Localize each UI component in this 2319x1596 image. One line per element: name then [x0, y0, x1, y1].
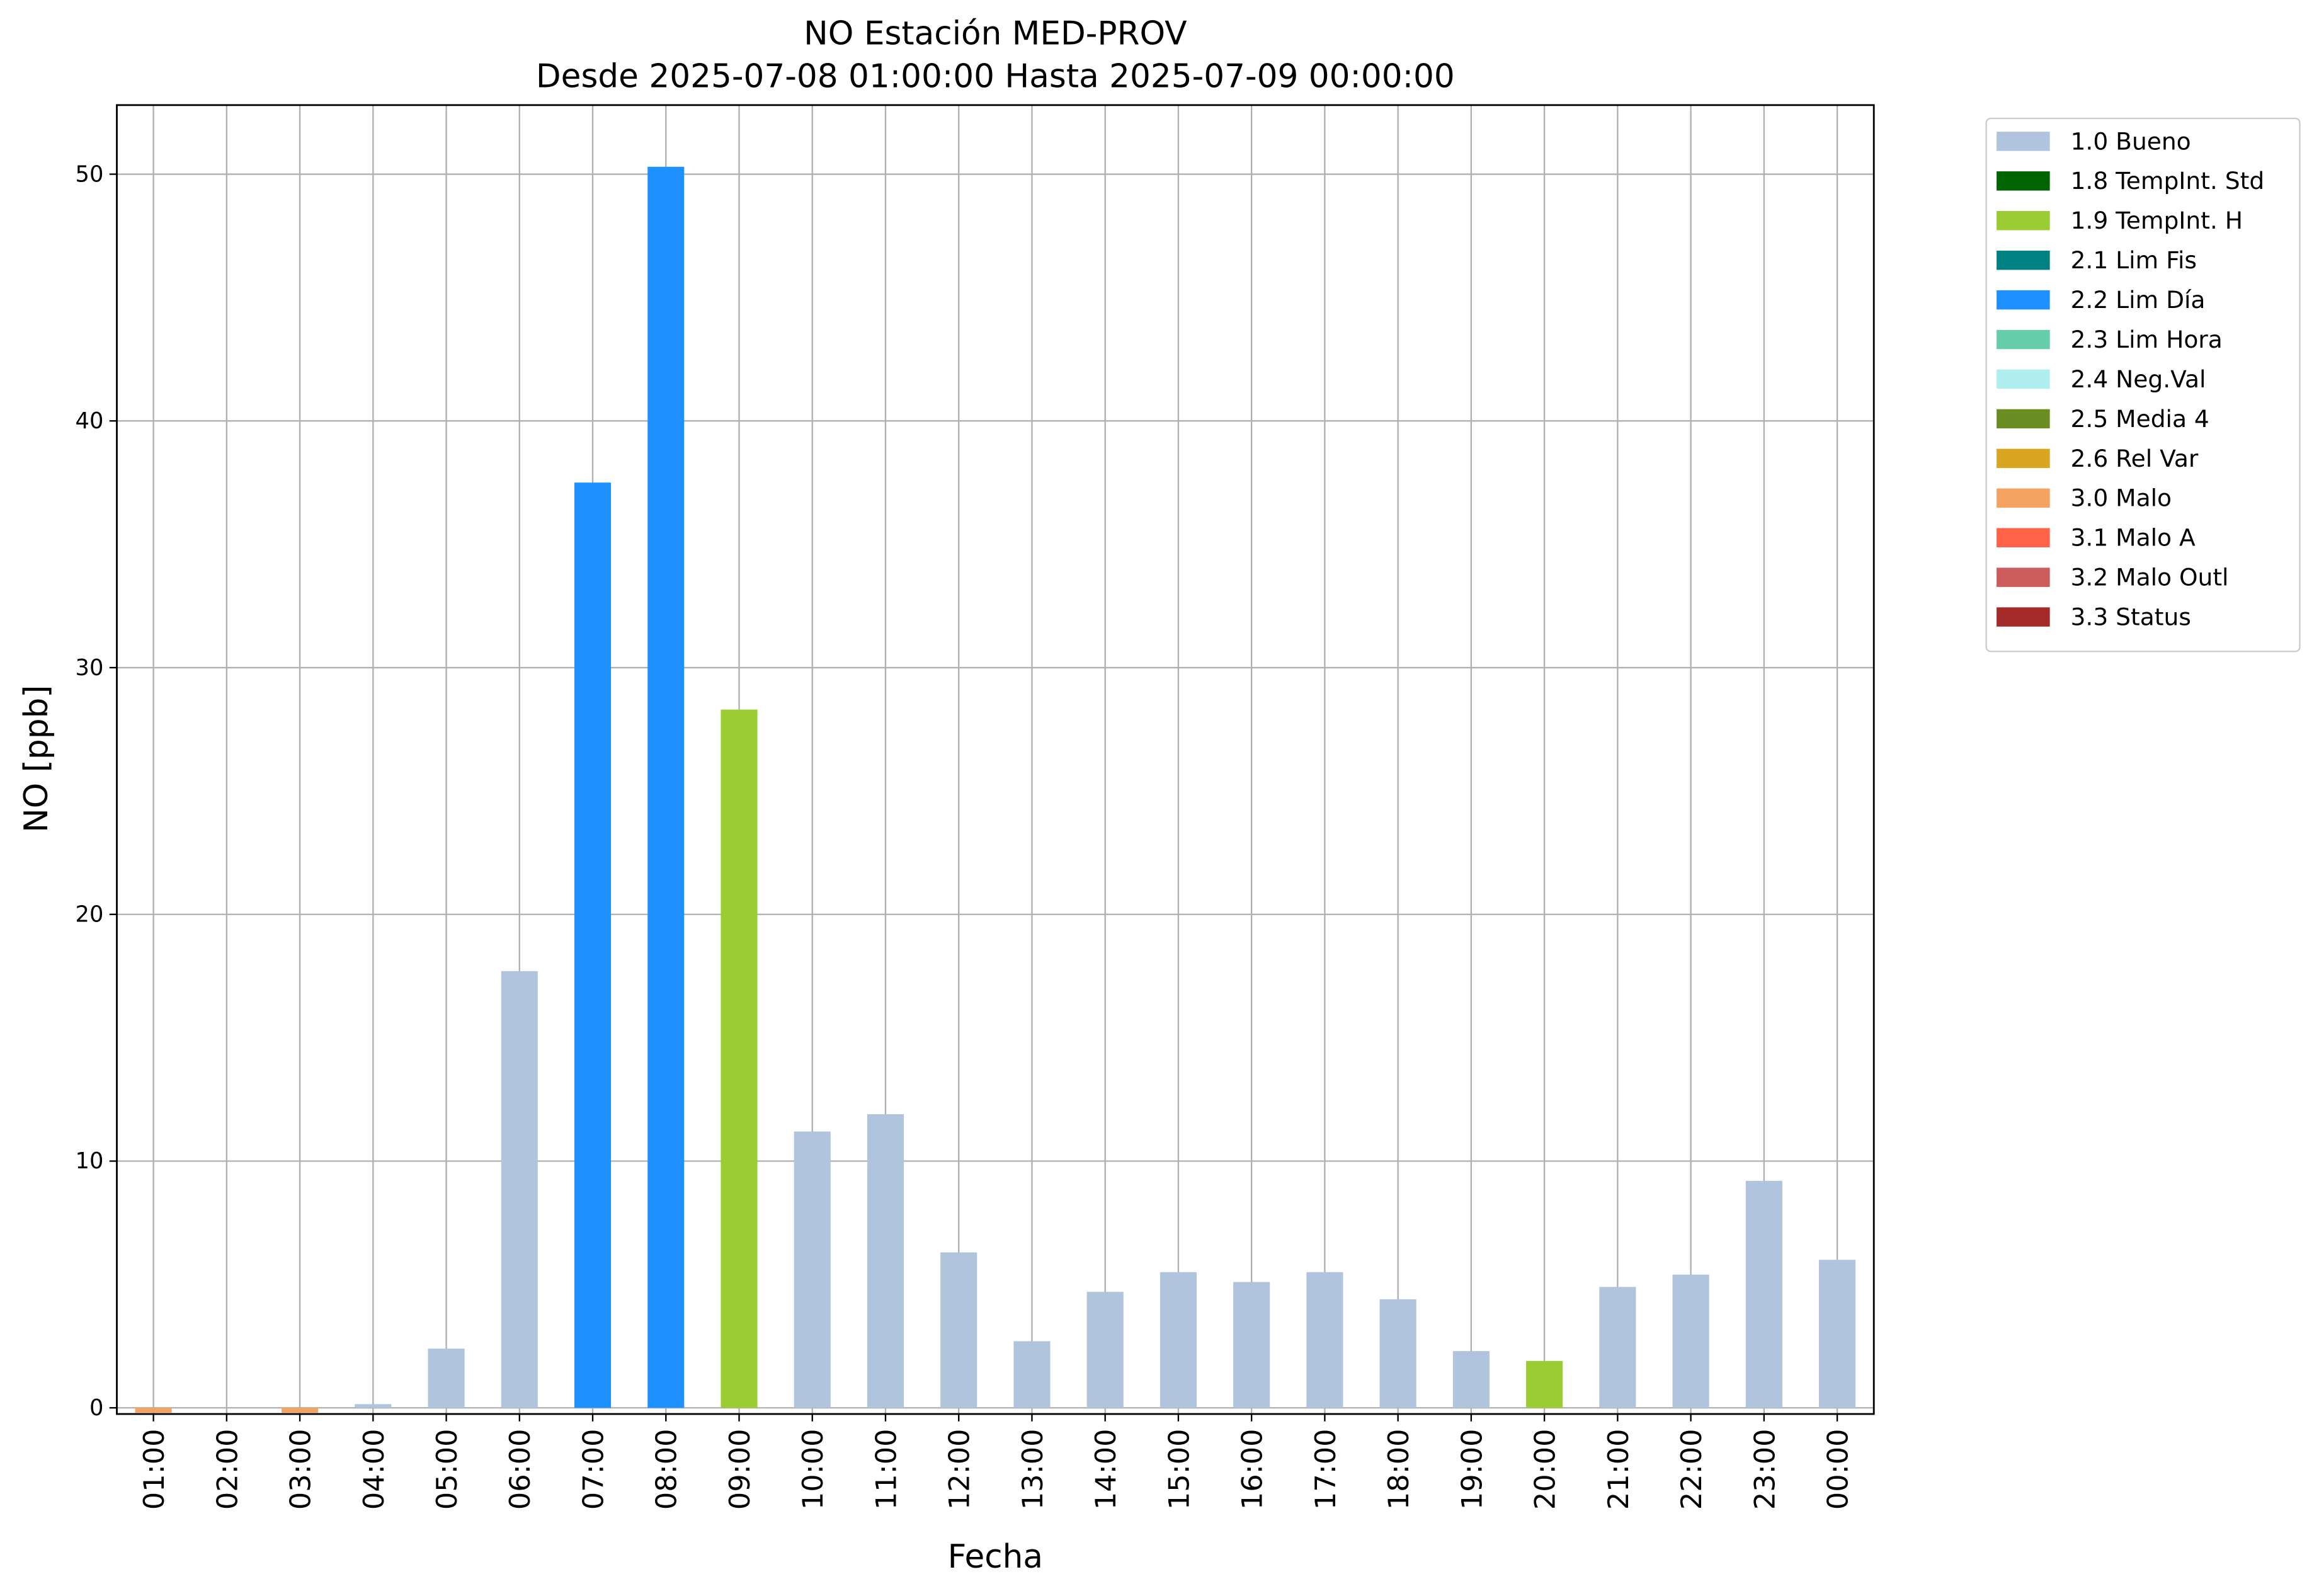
legend-swatch — [1997, 369, 2050, 389]
x-tick-label: 11:00 — [870, 1429, 903, 1510]
x-tick-label: 12:00 — [943, 1429, 976, 1510]
legend-swatch — [1997, 607, 2050, 627]
legend-swatch — [1997, 132, 2050, 151]
y-tick-label: 0 — [89, 1395, 103, 1421]
x-tick-label: 10:00 — [797, 1429, 829, 1510]
bar — [1233, 1282, 1270, 1408]
x-tick-label: 01:00 — [138, 1429, 171, 1510]
x-axis-label: Fecha — [948, 1538, 1043, 1576]
bar — [1013, 1341, 1051, 1408]
legend-label: 3.0 Malo — [2071, 484, 2172, 512]
bar — [940, 1252, 977, 1408]
legend-label: 2.2 Lim Día — [2071, 286, 2206, 314]
x-tick-label: 04:00 — [358, 1429, 390, 1510]
x-tick-label: 02:00 — [211, 1429, 244, 1510]
legend-label: 1.0 Bueno — [2071, 127, 2191, 155]
legend-label: 1.8 TempInt. Std — [2071, 167, 2265, 195]
legend-swatch — [1997, 171, 2050, 191]
legend-swatch — [1997, 210, 2050, 231]
x-tick-label: 19:00 — [1456, 1429, 1488, 1510]
x-tick-label: 13:00 — [1017, 1429, 1049, 1510]
x-tick-label: 23:00 — [1748, 1429, 1781, 1510]
legend-label: 3.2 Malo Outl — [2071, 564, 2229, 591]
x-tick-label: 05:00 — [431, 1429, 464, 1510]
x-tick-label: 09:00 — [724, 1429, 756, 1510]
x-tick-label: 08:00 — [651, 1429, 683, 1510]
bar — [721, 709, 758, 1408]
legend-label: 3.3 Status — [2071, 603, 2191, 630]
legend-swatch — [1997, 448, 2050, 469]
bar — [1526, 1360, 1563, 1408]
y-tick-label: 40 — [76, 408, 104, 434]
bar — [1452, 1351, 1490, 1408]
bar — [1160, 1272, 1197, 1408]
legend-swatch — [1997, 567, 2050, 587]
legend-label: 2.3 Lim Hora — [2071, 326, 2223, 353]
x-tick-label: 06:00 — [504, 1429, 537, 1510]
bar — [647, 166, 685, 1408]
legend-swatch — [1997, 329, 2050, 350]
x-tick-label: 22:00 — [1675, 1429, 1708, 1510]
bar — [355, 1404, 392, 1408]
legend-swatch — [1997, 528, 2050, 547]
x-tick-label: 20:00 — [1529, 1429, 1562, 1510]
bar — [1745, 1180, 1782, 1408]
bar — [867, 1114, 904, 1408]
legend-label: 3.1 Malo A — [2071, 524, 2196, 552]
bar — [1672, 1274, 1709, 1408]
bar — [1819, 1260, 1856, 1408]
y-tick-label: 50 — [76, 161, 104, 187]
x-tick-label: 17:00 — [1309, 1429, 1342, 1510]
bar — [282, 1408, 319, 1413]
y-tick-label: 30 — [76, 655, 104, 681]
legend-swatch — [1997, 488, 2050, 508]
bar — [1086, 1292, 1124, 1408]
y-axis-label: NO [ppb] — [18, 685, 55, 833]
x-tick-label: 16:00 — [1236, 1429, 1269, 1510]
bar — [428, 1348, 465, 1408]
legend-label: 2.1 Lim Fis — [2071, 246, 2197, 274]
legend-label: 2.4 Neg.Val — [2071, 365, 2206, 393]
x-tick-label: 14:00 — [1090, 1429, 1122, 1510]
bar — [1306, 1272, 1343, 1408]
x-tick-label: 00:00 — [1822, 1429, 1855, 1510]
bar — [1379, 1299, 1416, 1408]
legend-label: 2.5 Media 4 — [2071, 405, 2209, 433]
legend-box — [1985, 117, 2301, 653]
legend-swatch — [1997, 290, 2050, 310]
bar — [794, 1131, 831, 1408]
legend-label: 2.6 Rel Var — [2071, 445, 2199, 472]
bar — [135, 1408, 172, 1413]
x-tick-label: 07:00 — [577, 1429, 610, 1510]
legend-label: 1.9 TempInt. H — [2071, 207, 2243, 234]
chart-title: NO Estación MED-PROV — [804, 15, 1187, 53]
x-tick-label: 18:00 — [1382, 1429, 1415, 1510]
bars — [135, 166, 1856, 1413]
y-tick-label: 10 — [76, 1148, 104, 1174]
bar — [1599, 1287, 1636, 1408]
x-tick-label: 15:00 — [1163, 1429, 1195, 1510]
x-tick-label: 03:00 — [285, 1429, 317, 1510]
legend-swatch — [1997, 409, 2050, 429]
x-tick-label: 21:00 — [1602, 1429, 1635, 1510]
legend-swatch — [1997, 250, 2050, 270]
bar — [501, 971, 538, 1408]
chart-subtitle: Desde 2025-07-08 01:00:00 Hasta 2025-07-… — [536, 58, 1455, 96]
y-tick-label: 20 — [76, 902, 104, 928]
plot-frame — [116, 104, 1875, 1415]
bar — [574, 482, 612, 1408]
